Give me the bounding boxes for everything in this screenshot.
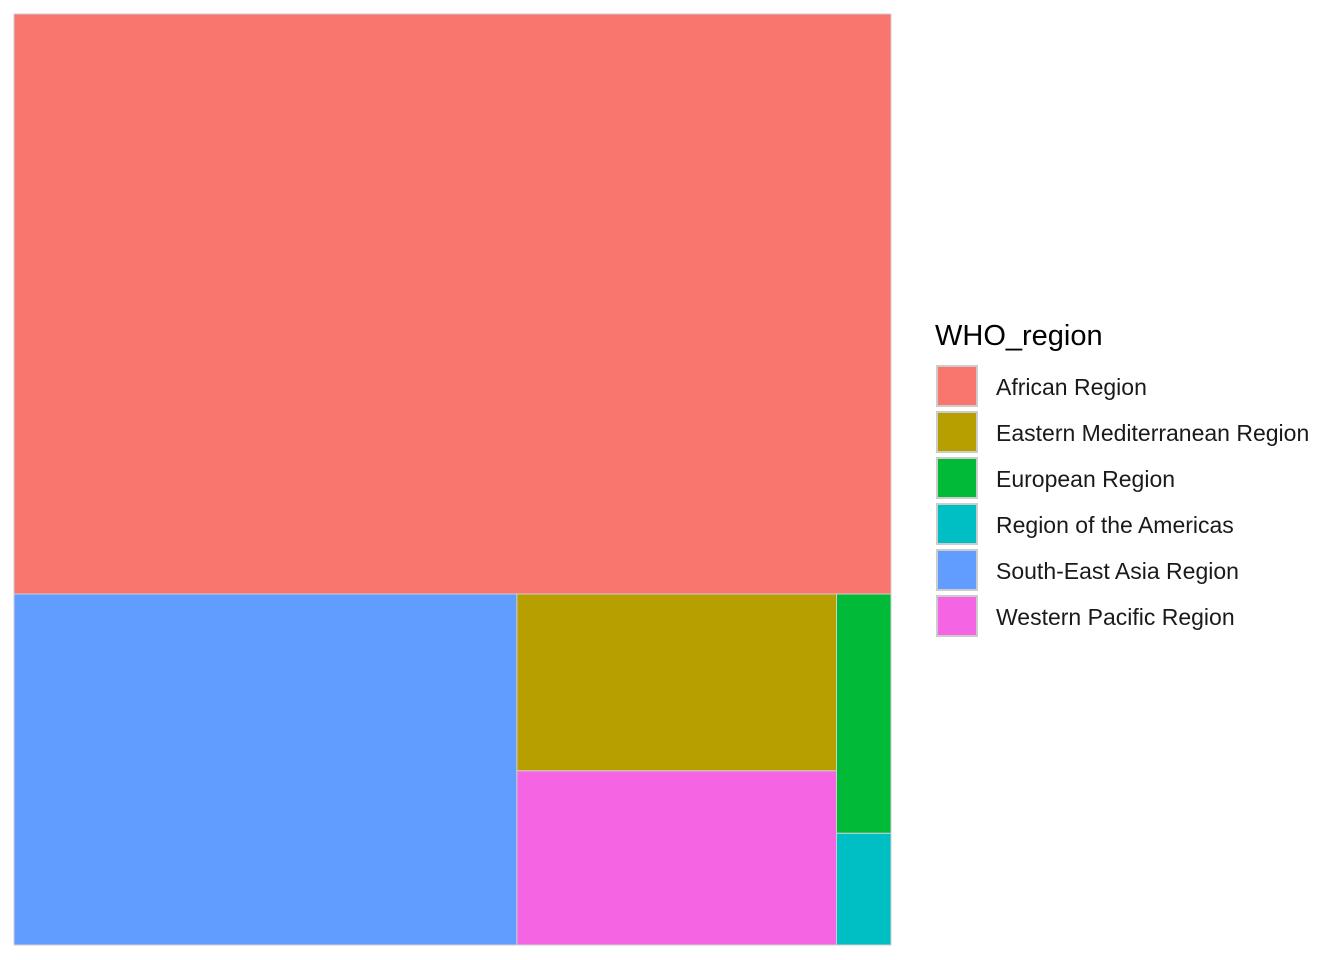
tile-south-east-asia-region — [13, 593, 518, 946]
legend-item-european-region: European Region — [936, 457, 1175, 499]
legend-item-south-east-asia-region: South-East Asia Region — [936, 549, 1239, 591]
tile-western-pacific-region — [516, 770, 837, 946]
legend-label-region-of-the-americas: Region of the Americas — [996, 512, 1234, 538]
legend-item-eastern-mediterranean-region: Eastern Mediterranean Region — [936, 411, 1309, 453]
legend-key-african-region — [936, 365, 978, 407]
legend-key-eastern-mediterranean-region — [936, 411, 978, 453]
legend-key-south-east-asia-region — [936, 549, 978, 591]
legend-title: WHO_region — [935, 320, 1103, 352]
legend-item-western-pacific-region: Western Pacific Region — [936, 595, 1235, 637]
legend-label-south-east-asia-region: South-East Asia Region — [996, 558, 1239, 584]
tile-eastern-mediterranean-region — [516, 593, 837, 772]
legend-label-european-region: European Region — [996, 466, 1175, 492]
tile-african-region — [13, 13, 892, 595]
legend: WHO_region African Region Eastern Mediter… — [935, 320, 1309, 637]
treemap-tiles — [13, 13, 892, 946]
legend-item-region-of-the-americas: Region of the Americas — [936, 503, 1234, 545]
legend-label-western-pacific-region: Western Pacific Region — [996, 604, 1235, 630]
legend-item-african-region: African Region — [936, 365, 1147, 407]
legend-key-european-region — [936, 457, 978, 499]
legend-label-eastern-mediterranean-region: Eastern Mediterranean Region — [996, 420, 1309, 446]
tile-region-of-the-americas — [835, 832, 892, 946]
legend-items: African Region Eastern Mediterranean Regi… — [936, 365, 1309, 637]
tile-european-region — [835, 593, 892, 834]
legend-key-western-pacific-region — [936, 595, 978, 637]
legend-key-region-of-the-americas — [936, 503, 978, 545]
legend-label-african-region: African Region — [996, 374, 1147, 400]
